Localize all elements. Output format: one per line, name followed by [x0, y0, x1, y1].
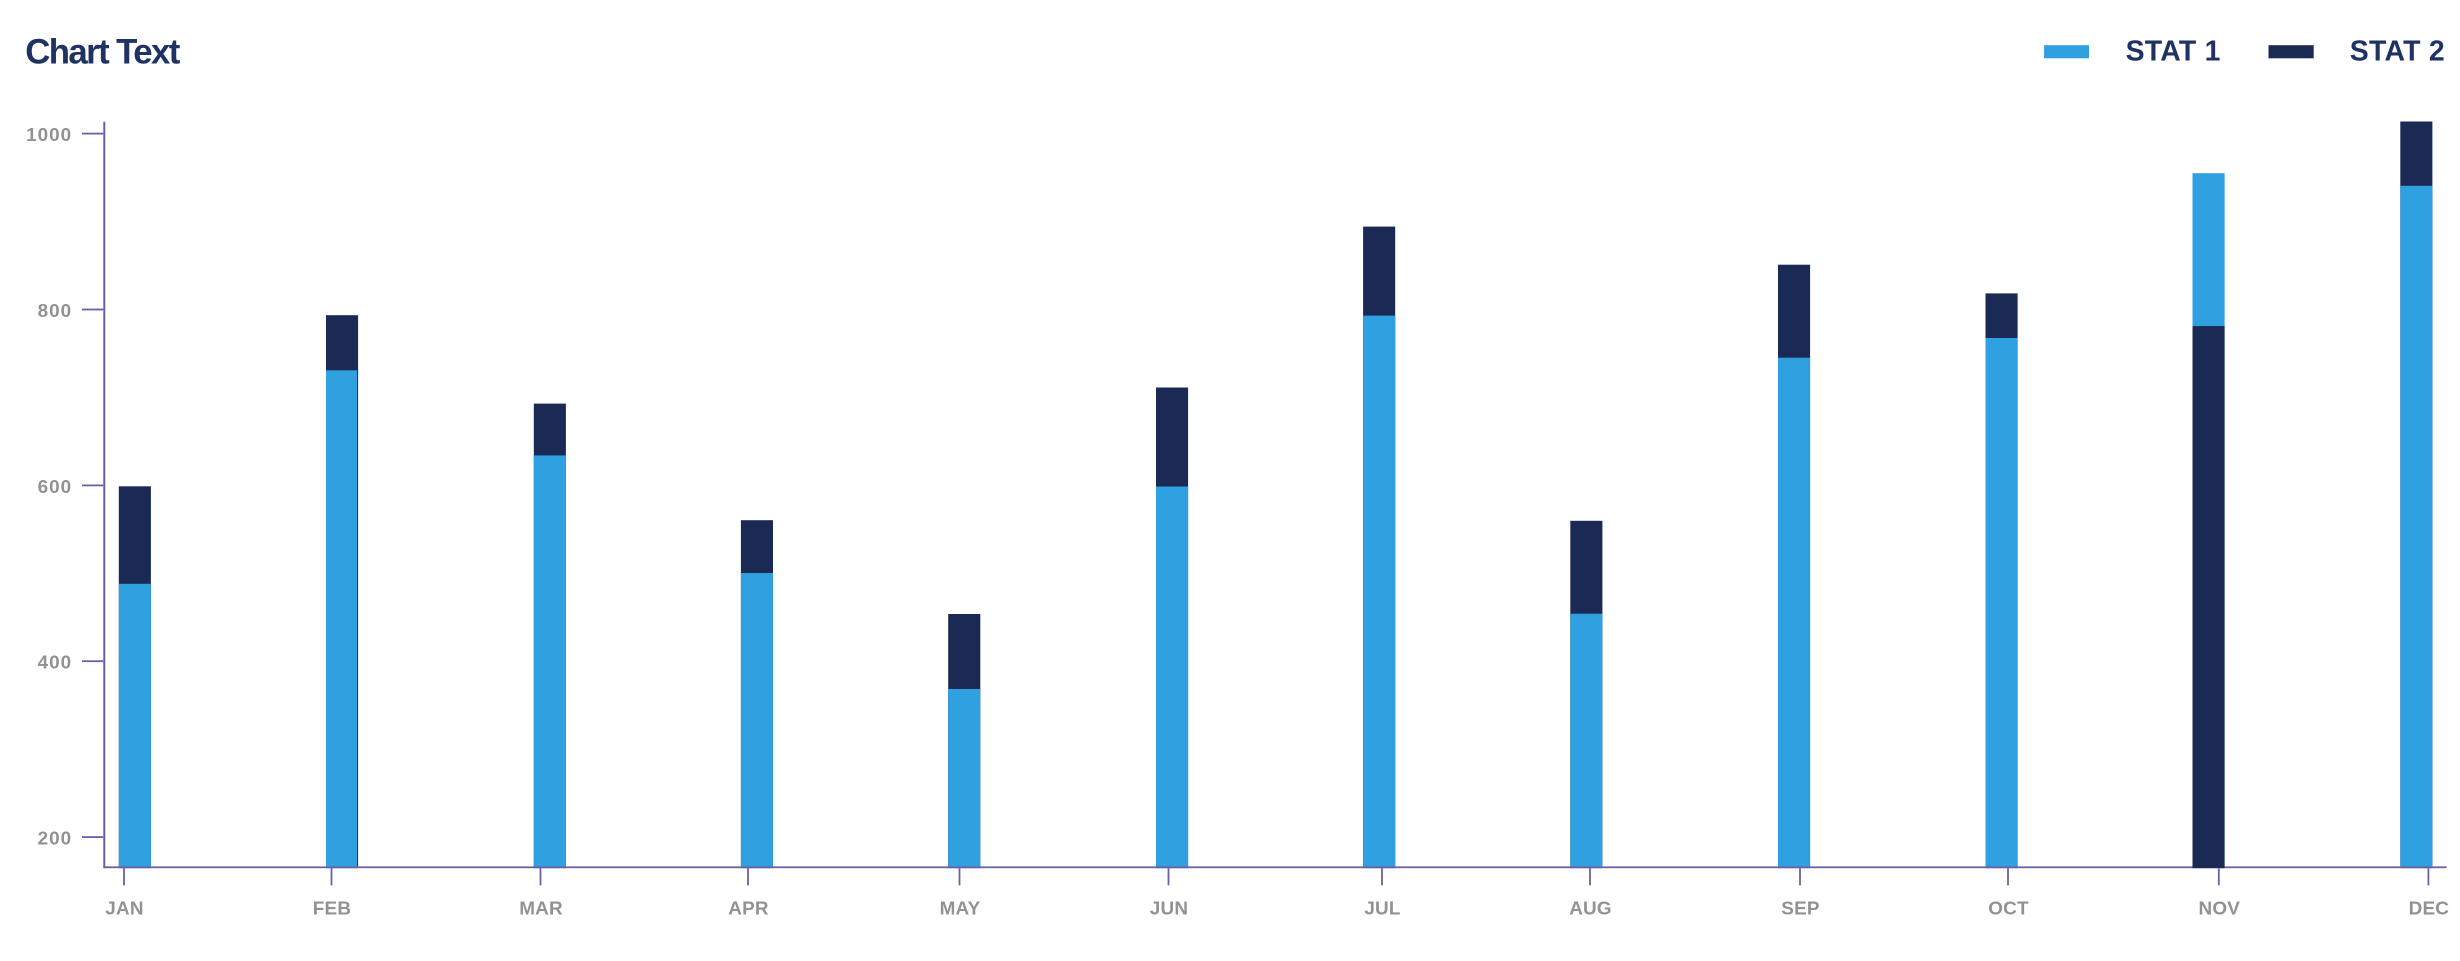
svg-text:AUG: AUG: [1569, 899, 1612, 920]
svg-text:JUL: JUL: [1364, 899, 1400, 920]
svg-text:NOV: NOV: [2199, 899, 2241, 920]
svg-text:STAT 1: STAT 1: [2126, 36, 2221, 68]
svg-text:STAT 2: STAT 2: [2350, 36, 2445, 68]
svg-text:OCT: OCT: [1988, 899, 2029, 920]
svg-text:MAR: MAR: [519, 899, 563, 920]
svg-text:Chart Text: Chart Text: [25, 33, 181, 72]
svg-text:1000: 1000: [26, 125, 72, 146]
svg-text:200: 200: [38, 829, 73, 850]
svg-text:MAY: MAY: [940, 899, 981, 920]
svg-text:APR: APR: [728, 899, 769, 920]
svg-text:SEP: SEP: [1781, 899, 1819, 920]
svg-text:JUN: JUN: [1150, 899, 1188, 920]
svg-text:FEB: FEB: [313, 899, 351, 920]
svg-text:600: 600: [38, 477, 73, 498]
svg-text:JAN: JAN: [105, 899, 143, 920]
svg-text:400: 400: [38, 653, 73, 674]
svg-text:DEC: DEC: [2409, 899, 2450, 920]
svg-text:800: 800: [38, 301, 73, 322]
